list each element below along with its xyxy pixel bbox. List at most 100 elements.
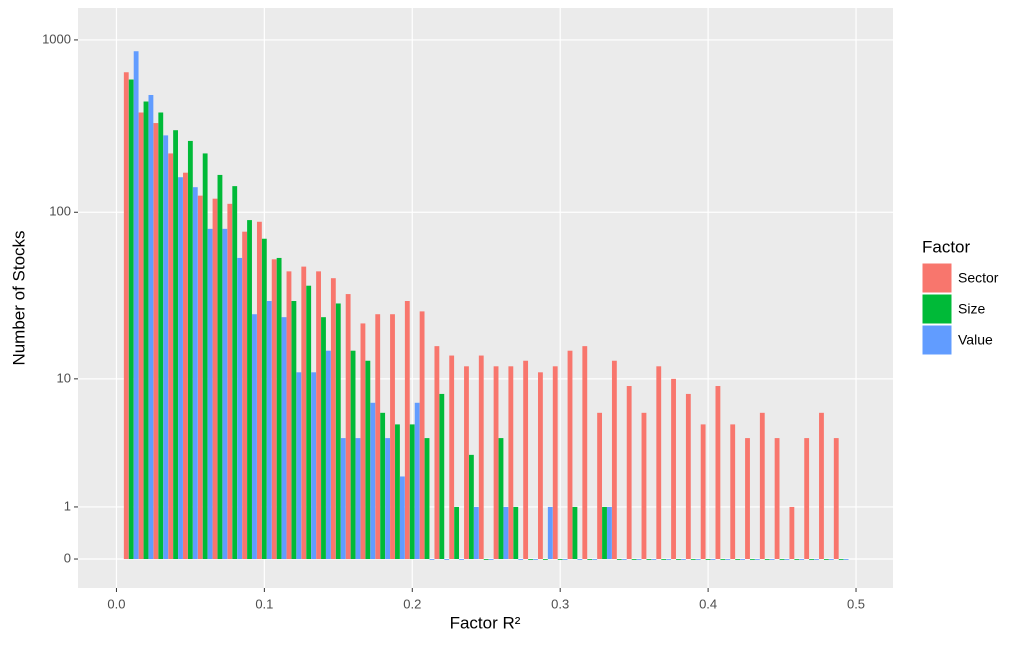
bar — [582, 346, 588, 560]
bar — [434, 346, 440, 560]
bar — [153, 123, 159, 560]
y-tick-label: 10 — [57, 370, 71, 385]
y-tick-label: 100 — [49, 204, 71, 219]
bar — [562, 559, 568, 560]
bar — [498, 438, 504, 560]
bar — [784, 559, 790, 560]
bar — [602, 506, 607, 560]
bar — [385, 438, 390, 560]
bar — [291, 301, 297, 560]
bar — [567, 350, 573, 560]
bar — [464, 366, 469, 560]
bar — [468, 454, 474, 560]
bar — [390, 314, 395, 560]
x-tick-label: 0.0 — [107, 596, 125, 611]
bar — [232, 186, 238, 560]
bar — [247, 220, 252, 560]
bar — [715, 386, 721, 560]
bar — [508, 366, 514, 560]
bar — [518, 559, 524, 560]
bar — [242, 231, 248, 560]
bar — [483, 559, 489, 560]
bar — [799, 559, 805, 560]
bar — [587, 559, 593, 560]
bar — [572, 506, 578, 560]
bar — [350, 350, 356, 560]
x-tick-label: 0.3 — [551, 596, 569, 611]
bar — [340, 438, 346, 560]
bar — [237, 257, 243, 560]
bar — [202, 153, 208, 560]
bar — [133, 51, 139, 560]
bar — [424, 438, 430, 560]
bar — [764, 559, 770, 560]
bar — [380, 412, 386, 560]
bar — [680, 559, 686, 560]
bar — [843, 559, 849, 560]
bar — [321, 317, 326, 560]
bar — [296, 372, 302, 560]
bar — [636, 559, 642, 560]
bar — [809, 559, 815, 560]
bar — [429, 559, 435, 560]
bar — [690, 559, 696, 560]
bar — [158, 112, 164, 560]
bar — [316, 271, 321, 560]
bar — [577, 559, 583, 560]
bar — [306, 285, 312, 560]
bar — [611, 360, 617, 560]
bar — [414, 402, 420, 560]
bar — [626, 386, 632, 560]
bar — [395, 424, 400, 560]
bar — [301, 266, 307, 560]
bar — [454, 506, 460, 560]
bar — [370, 402, 376, 560]
bar — [621, 559, 627, 560]
bar — [439, 393, 445, 560]
bar — [597, 412, 603, 560]
bar — [138, 112, 144, 560]
bar — [493, 366, 499, 560]
bar — [187, 140, 193, 560]
bar — [326, 350, 331, 560]
y-tick-label: 1 — [64, 498, 71, 513]
bar — [735, 559, 741, 560]
bar — [661, 559, 667, 560]
bar — [375, 314, 381, 560]
bar — [720, 559, 726, 560]
bar — [552, 366, 558, 560]
bar — [685, 393, 691, 560]
bar — [212, 198, 218, 560]
bar — [538, 372, 543, 560]
bar — [148, 94, 154, 560]
bar — [128, 79, 134, 560]
bar — [794, 559, 800, 560]
bar — [616, 559, 622, 560]
bar — [542, 559, 548, 560]
bar — [725, 559, 731, 560]
bar — [814, 559, 819, 560]
y-axis-label: Number of Stocks — [9, 230, 28, 365]
bar — [533, 559, 538, 560]
bar — [503, 506, 509, 560]
bar — [547, 506, 553, 560]
bar — [355, 438, 361, 560]
bar — [192, 187, 198, 560]
x-tick-label: 0.1 — [255, 596, 273, 611]
bar — [705, 559, 711, 560]
bar — [671, 378, 676, 560]
legend-title: Factor — [922, 237, 971, 256]
bar — [449, 355, 455, 560]
legend-label: Value — [958, 332, 993, 348]
legend-label: Sector — [958, 270, 999, 286]
bar — [183, 172, 188, 560]
bar — [143, 101, 149, 560]
bar — [656, 366, 662, 560]
bar — [478, 355, 484, 560]
bar — [779, 559, 785, 560]
x-tick-label: 0.4 — [699, 596, 717, 611]
bar — [730, 424, 736, 560]
bar — [557, 559, 563, 560]
bar — [710, 559, 716, 560]
